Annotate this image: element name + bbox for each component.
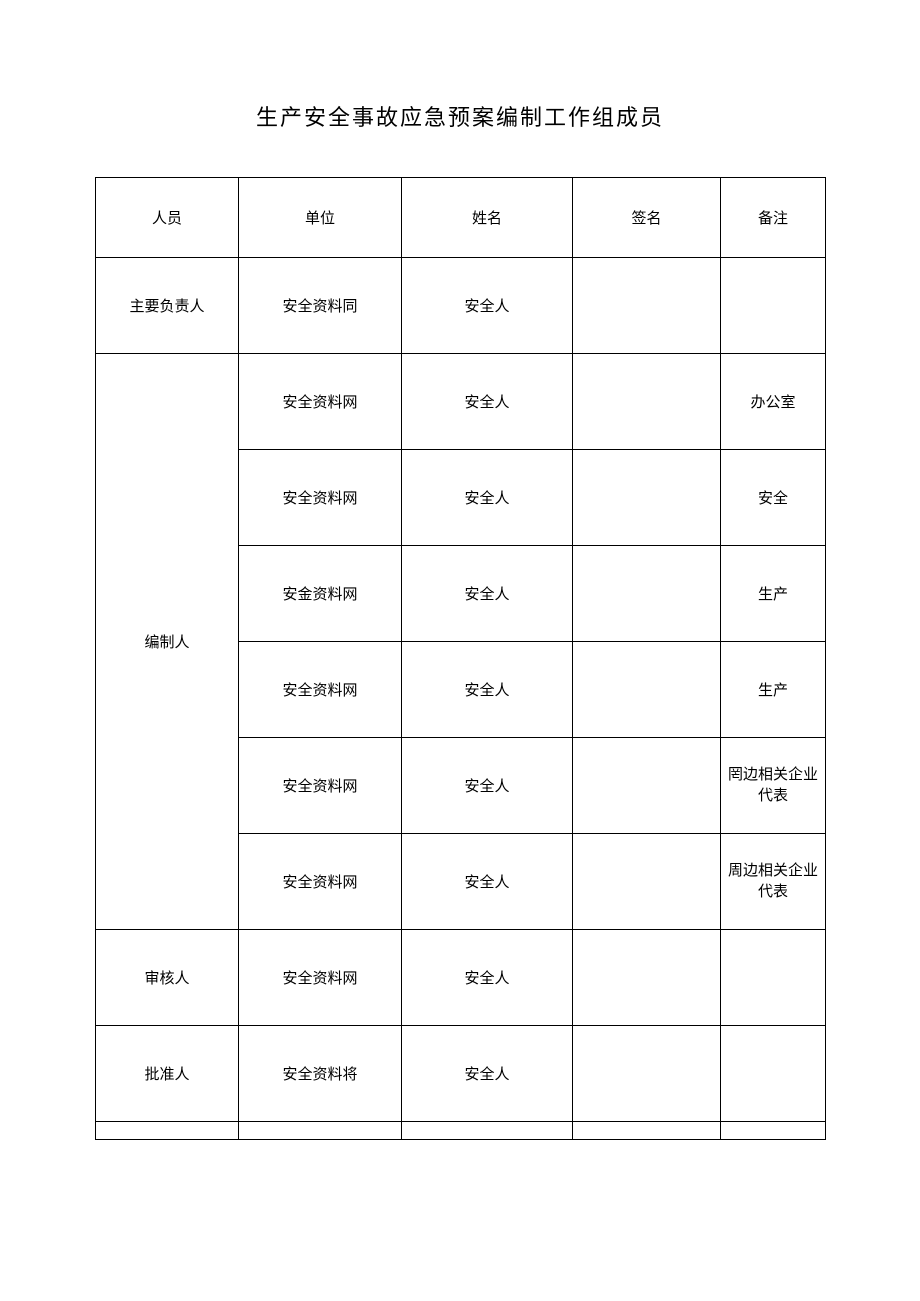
empty-cell (573, 1122, 721, 1140)
empty-cell (96, 1122, 239, 1140)
cell-name: 安全人 (402, 1026, 573, 1122)
cell-sign (573, 546, 721, 642)
table-footer-row (96, 1122, 826, 1140)
members-table: 人员 单位 姓名 签名 备注 主要负责人 安全资料同 安全人 编制人 安全资料网… (95, 177, 826, 1140)
cell-unit: 安全资料网 (239, 834, 402, 930)
header-unit: 单位 (239, 178, 402, 258)
cell-name: 安全人 (402, 450, 573, 546)
cell-sign (573, 930, 721, 1026)
cell-name: 安全人 (402, 930, 573, 1026)
cell-remark (721, 930, 826, 1026)
table-row: 编制人 安全资料网 安全人 办公室 (96, 354, 826, 450)
cell-unit: 安金资料网 (239, 546, 402, 642)
header-sign: 签名 (573, 178, 721, 258)
cell-sign (573, 642, 721, 738)
empty-cell (721, 1122, 826, 1140)
cell-role: 主要负责人 (96, 258, 239, 354)
table-row: 审核人 安全资料网 安全人 (96, 930, 826, 1026)
table-row: 批准人 安全资料将 安全人 (96, 1026, 826, 1122)
cell-remark (721, 1026, 826, 1122)
cell-role: 编制人 (96, 354, 239, 930)
cell-remark: 办公室 (721, 354, 826, 450)
cell-name: 安全人 (402, 546, 573, 642)
cell-remark: 生产 (721, 546, 826, 642)
empty-cell (239, 1122, 402, 1140)
table-header-row: 人员 单位 姓名 签名 备注 (96, 178, 826, 258)
cell-sign (573, 738, 721, 834)
cell-name: 安全人 (402, 354, 573, 450)
cell-remark: 安全 (721, 450, 826, 546)
cell-role: 批准人 (96, 1026, 239, 1122)
header-name: 姓名 (402, 178, 573, 258)
cell-sign (573, 1026, 721, 1122)
cell-unit: 安全资料网 (239, 930, 402, 1026)
empty-cell (402, 1122, 573, 1140)
cell-name: 安全人 (402, 834, 573, 930)
header-role: 人员 (96, 178, 239, 258)
table-row: 主要负责人 安全资料同 安全人 (96, 258, 826, 354)
cell-remark (721, 258, 826, 354)
cell-role: 审核人 (96, 930, 239, 1026)
header-remark: 备注 (721, 178, 826, 258)
cell-sign (573, 258, 721, 354)
cell-unit: 安全资料网 (239, 450, 402, 546)
cell-unit: 安全资料网 (239, 642, 402, 738)
cell-remark: 周边相关企业代表 (721, 834, 826, 930)
cell-remark: 罔边相关企业代表 (721, 738, 826, 834)
cell-unit: 安全资料同 (239, 258, 402, 354)
cell-unit: 安全资料网 (239, 354, 402, 450)
document-title: 生产安全事故应急预案编制工作组成员 (95, 100, 825, 132)
cell-sign (573, 450, 721, 546)
cell-sign (573, 834, 721, 930)
cell-name: 安全人 (402, 258, 573, 354)
cell-unit: 安全资料将 (239, 1026, 402, 1122)
cell-remark: 生产 (721, 642, 826, 738)
cell-unit: 安全资料网 (239, 738, 402, 834)
cell-name: 安全人 (402, 642, 573, 738)
cell-name: 安全人 (402, 738, 573, 834)
cell-sign (573, 354, 721, 450)
